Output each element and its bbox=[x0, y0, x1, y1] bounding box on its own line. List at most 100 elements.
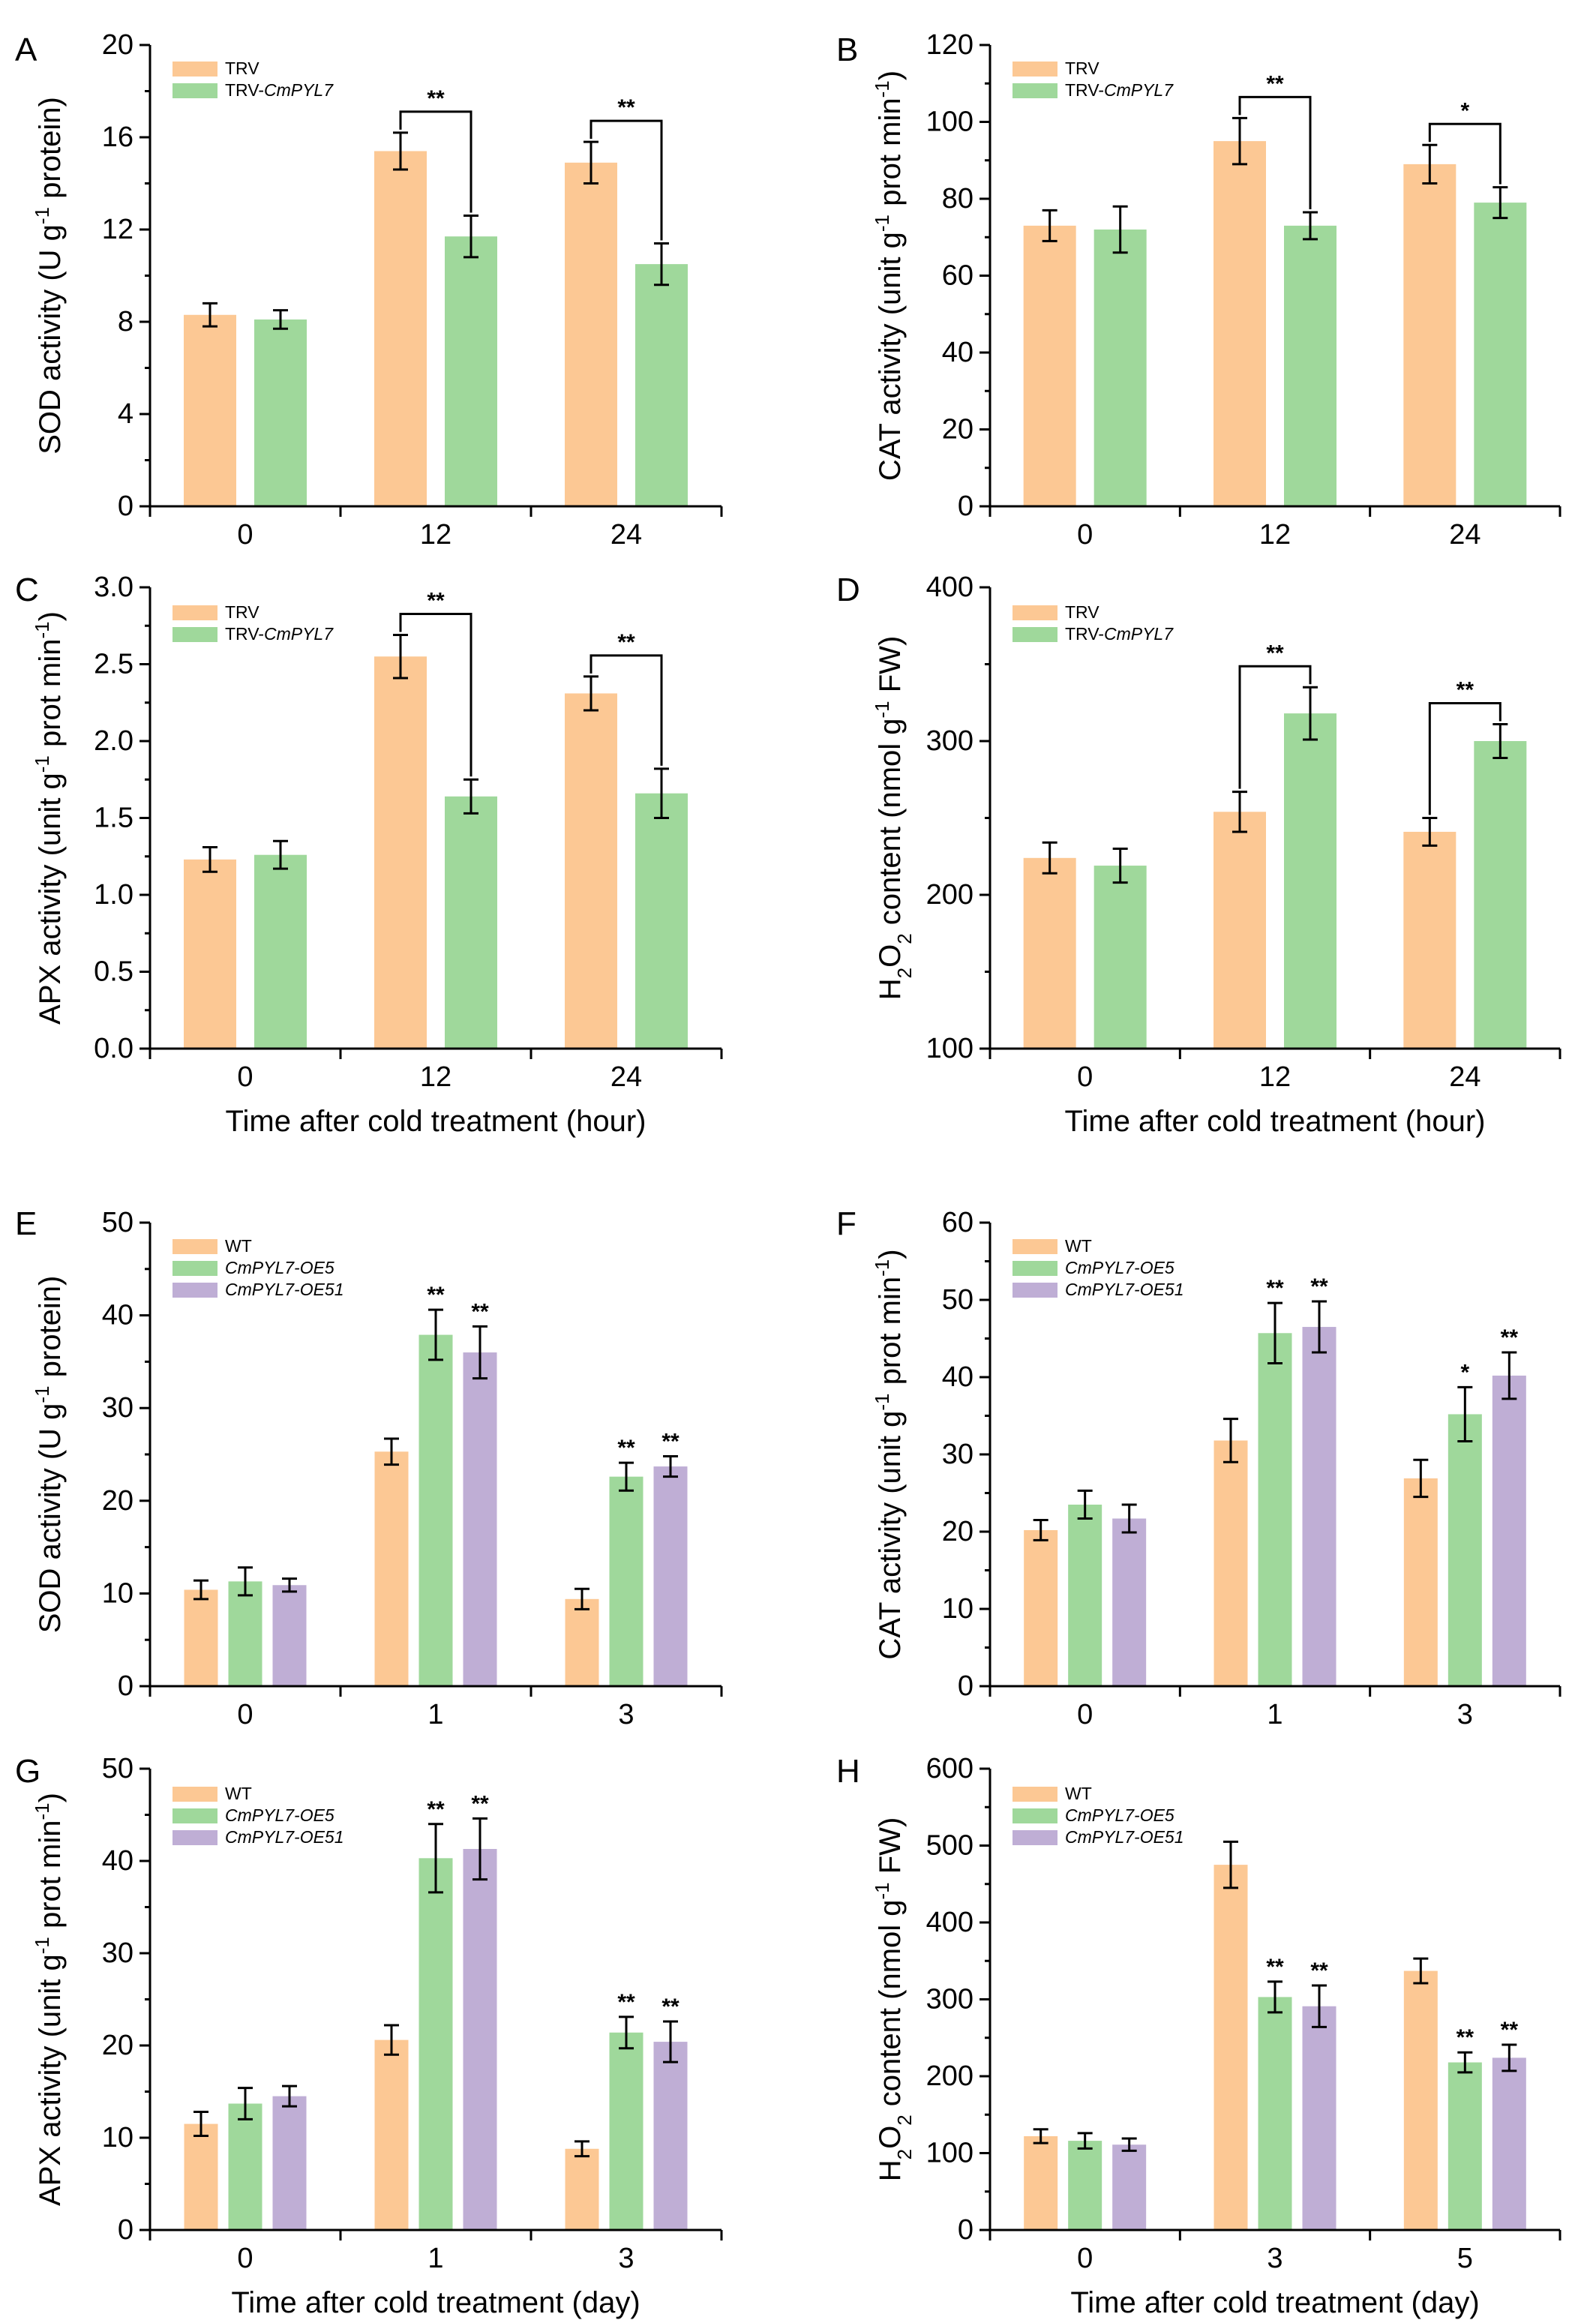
x-tick-label: 24 bbox=[1449, 519, 1480, 551]
legend-label: CmPYL7-OE5 bbox=[225, 1805, 334, 1825]
error-bar bbox=[393, 131, 408, 171]
legend-label: TRV bbox=[225, 602, 260, 622]
x-tick-label: 1 bbox=[428, 1699, 443, 1730]
legend: WT CmPYL7-OE5 CmPYL7-OE51 bbox=[172, 1236, 344, 1299]
legend-swatch bbox=[1012, 605, 1058, 620]
panel-letter: E bbox=[15, 1205, 37, 1242]
bar-f-s0-g0 bbox=[1024, 1529, 1058, 1686]
legend-swatch bbox=[1012, 1787, 1058, 1802]
legend-swatch bbox=[172, 1830, 218, 1845]
y-tick-label: 40 bbox=[942, 337, 974, 368]
error-bar bbox=[663, 2020, 678, 2063]
bar-a-s1-g1 bbox=[445, 236, 497, 506]
y-tick-label: 40 bbox=[102, 1845, 134, 1877]
bar-f-s2-g1 bbox=[1302, 1327, 1336, 1686]
x-tick-label: 12 bbox=[420, 519, 452, 551]
error-bar bbox=[574, 2140, 590, 2158]
legend-label: TRV bbox=[1065, 602, 1100, 622]
y-tick-label: 40 bbox=[102, 1300, 134, 1331]
x-tick-label: 0 bbox=[1077, 519, 1093, 551]
error-bar bbox=[1422, 817, 1438, 847]
x-tick-label: 3 bbox=[1267, 2243, 1282, 2274]
legend-label: TRV-CmPYL7 bbox=[225, 624, 334, 644]
error-bar bbox=[238, 1566, 253, 1597]
significance-label: ** bbox=[1266, 71, 1284, 96]
y-axis-title: CAT activity (unit g-1 prot min-1) bbox=[871, 71, 907, 481]
bar-g-s0-g1 bbox=[374, 2039, 409, 2230]
significance-star: ** bbox=[1266, 1955, 1284, 1979]
x-tick-label: 24 bbox=[1449, 1061, 1480, 1093]
bar-f-s0-g2 bbox=[1403, 1478, 1438, 1686]
bar-e-s2-g1 bbox=[463, 1352, 497, 1686]
error-bar bbox=[238, 2087, 253, 2120]
y-tick-label: 120 bbox=[926, 29, 974, 61]
bar-g-s0-g0 bbox=[184, 2123, 218, 2230]
bar-f-s0-g1 bbox=[1214, 1440, 1248, 1686]
y-tick-label: 0 bbox=[958, 1670, 974, 1702]
bar-c-s0-g1 bbox=[374, 656, 427, 1049]
error-bar bbox=[384, 1437, 399, 1466]
significance-label: * bbox=[1460, 98, 1469, 123]
legend-swatch bbox=[1012, 1808, 1058, 1823]
bar-b-s1-g0 bbox=[1094, 230, 1147, 506]
legend-label: WT bbox=[1065, 1784, 1092, 1803]
error-bar bbox=[663, 1454, 678, 1478]
bar-f-s2-g2 bbox=[1492, 1375, 1526, 1686]
significance-bracket: ** bbox=[1428, 677, 1502, 815]
y-tick-label: 200 bbox=[926, 879, 974, 911]
legend-label: CmPYL7-OE5 bbox=[1065, 1805, 1174, 1825]
y-tick-label: 30 bbox=[102, 1937, 134, 1969]
y-tick-label: 300 bbox=[926, 1984, 974, 2015]
y-tick-label: 50 bbox=[102, 1207, 134, 1238]
error-bar bbox=[1112, 848, 1128, 884]
bar-d-s0-g2 bbox=[1403, 831, 1456, 1049]
bar-g-s2-g1 bbox=[463, 1849, 497, 2230]
bar-g-s2-g2 bbox=[653, 2042, 688, 2230]
bar-d-s1-g1 bbox=[1284, 713, 1336, 1049]
error-bar bbox=[1077, 2132, 1093, 2150]
bar-c-s1-g0 bbox=[254, 854, 307, 1049]
error-bar bbox=[1492, 186, 1508, 220]
bar-h-s0-g0 bbox=[1024, 2135, 1058, 2230]
y-tick-label: 10 bbox=[942, 1593, 974, 1625]
error-bar bbox=[472, 1817, 488, 1881]
y-tick-label: 100 bbox=[926, 107, 974, 138]
y-axis-title: H2O2 content (nmol g-1 FW) bbox=[871, 1817, 916, 2182]
legend-swatch bbox=[172, 1787, 218, 1802]
legend-label: CmPYL7-OE5 bbox=[1065, 1258, 1174, 1277]
error-bar bbox=[1042, 841, 1058, 875]
significance-label: ** bbox=[617, 630, 635, 655]
x-tick-label: 24 bbox=[610, 519, 642, 551]
error-bar bbox=[619, 2015, 634, 2050]
significance-label: ** bbox=[427, 86, 445, 111]
y-axis-title: H2O2 content (nmol g-1 FW) bbox=[871, 636, 916, 1001]
bar-e-s2-g2 bbox=[653, 1466, 688, 1686]
legend-label: WT bbox=[225, 1236, 252, 1256]
bar-c-s1-g1 bbox=[445, 796, 497, 1049]
significance-star: ** bbox=[617, 1990, 635, 2015]
error-bar bbox=[619, 1461, 634, 1492]
y-tick-label: 3.0 bbox=[94, 572, 134, 603]
legend-label: TRV-CmPYL7 bbox=[225, 80, 334, 100]
panel-letter: H bbox=[836, 1753, 860, 1790]
panel-letter: A bbox=[15, 32, 38, 68]
bar-h-s2-g2 bbox=[1492, 2057, 1526, 2230]
y-tick-label: 20 bbox=[942, 1516, 974, 1547]
panel-letter: B bbox=[836, 32, 858, 68]
bar-f-s1-g0 bbox=[1068, 1504, 1102, 1686]
bar-b-s1-g1 bbox=[1284, 225, 1336, 506]
y-tick-label: 10 bbox=[102, 2122, 134, 2153]
y-tick-label: 20 bbox=[102, 2030, 134, 2061]
legend: WT CmPYL7-OE5 CmPYL7-OE51 bbox=[1012, 1236, 1184, 1299]
panel-g: G ** ** ** ** 0 10 20 30 40 50 0 1 3 Time after cold t… bbox=[15, 1753, 723, 2319]
error-bar bbox=[472, 1325, 488, 1380]
x-tick-label: 0 bbox=[237, 2243, 253, 2274]
y-tick-label: 20 bbox=[102, 29, 134, 61]
bar-b-s0-g2 bbox=[1403, 164, 1456, 506]
error-bar bbox=[273, 839, 288, 870]
error-bar bbox=[1457, 2051, 1473, 2074]
error-bar bbox=[1457, 1385, 1473, 1442]
error-bar bbox=[1077, 1489, 1093, 1520]
